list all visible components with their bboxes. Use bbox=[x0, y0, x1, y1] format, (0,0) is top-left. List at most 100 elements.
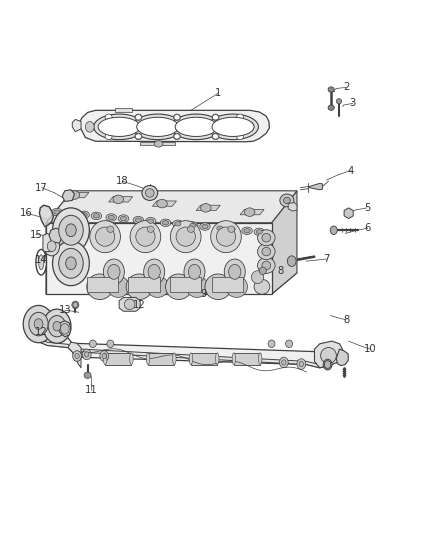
Ellipse shape bbox=[175, 222, 181, 226]
Ellipse shape bbox=[201, 204, 211, 212]
Polygon shape bbox=[109, 197, 133, 202]
Ellipse shape bbox=[262, 233, 271, 242]
Ellipse shape bbox=[244, 229, 250, 233]
Ellipse shape bbox=[299, 361, 304, 367]
Ellipse shape bbox=[63, 259, 84, 285]
Bar bbox=[128, 277, 160, 292]
Ellipse shape bbox=[113, 195, 124, 204]
Text: 5: 5 bbox=[364, 203, 370, 213]
Ellipse shape bbox=[81, 213, 87, 217]
Polygon shape bbox=[336, 349, 348, 366]
Text: 8: 8 bbox=[343, 315, 349, 325]
Ellipse shape bbox=[54, 210, 60, 214]
Ellipse shape bbox=[69, 191, 80, 199]
Ellipse shape bbox=[187, 222, 198, 229]
Ellipse shape bbox=[135, 218, 141, 222]
Ellipse shape bbox=[208, 114, 258, 140]
Ellipse shape bbox=[135, 115, 141, 120]
Ellipse shape bbox=[75, 353, 79, 359]
Ellipse shape bbox=[154, 141, 163, 147]
Ellipse shape bbox=[148, 264, 160, 279]
Text: 10: 10 bbox=[364, 344, 376, 354]
Text: 3: 3 bbox=[350, 99, 356, 108]
Ellipse shape bbox=[135, 133, 142, 140]
Ellipse shape bbox=[93, 214, 99, 218]
Ellipse shape bbox=[188, 264, 201, 279]
Polygon shape bbox=[119, 297, 140, 311]
Ellipse shape bbox=[258, 230, 275, 246]
Ellipse shape bbox=[107, 340, 114, 348]
Ellipse shape bbox=[212, 115, 219, 120]
Polygon shape bbox=[148, 353, 174, 365]
Ellipse shape bbox=[279, 357, 288, 368]
Ellipse shape bbox=[146, 353, 150, 365]
Ellipse shape bbox=[330, 226, 337, 235]
Ellipse shape bbox=[287, 256, 296, 266]
Ellipse shape bbox=[224, 259, 245, 285]
Ellipse shape bbox=[98, 117, 140, 136]
Ellipse shape bbox=[95, 227, 115, 246]
Ellipse shape bbox=[175, 117, 217, 136]
Ellipse shape bbox=[82, 349, 91, 360]
Ellipse shape bbox=[107, 276, 129, 297]
Ellipse shape bbox=[244, 208, 255, 216]
Ellipse shape bbox=[190, 223, 196, 228]
Bar bbox=[87, 277, 118, 292]
Ellipse shape bbox=[174, 115, 180, 120]
Polygon shape bbox=[309, 183, 322, 190]
Ellipse shape bbox=[184, 259, 205, 285]
Ellipse shape bbox=[44, 237, 60, 256]
Ellipse shape bbox=[229, 227, 235, 231]
Text: 6: 6 bbox=[365, 223, 371, 233]
Text: 8: 8 bbox=[277, 266, 283, 276]
Polygon shape bbox=[65, 192, 89, 198]
Ellipse shape bbox=[132, 114, 183, 140]
Ellipse shape bbox=[91, 212, 102, 220]
Ellipse shape bbox=[107, 226, 114, 232]
Ellipse shape bbox=[244, 122, 254, 132]
Text: 14: 14 bbox=[35, 255, 48, 265]
Ellipse shape bbox=[166, 274, 192, 300]
Text: 1: 1 bbox=[215, 88, 221, 98]
Ellipse shape bbox=[202, 224, 208, 229]
Polygon shape bbox=[234, 353, 260, 365]
Ellipse shape bbox=[103, 353, 107, 365]
Ellipse shape bbox=[258, 353, 262, 365]
Ellipse shape bbox=[145, 189, 154, 197]
Ellipse shape bbox=[39, 255, 44, 270]
Ellipse shape bbox=[186, 276, 208, 297]
Ellipse shape bbox=[205, 274, 231, 300]
Ellipse shape bbox=[200, 223, 210, 230]
Text: 16: 16 bbox=[20, 208, 33, 218]
Ellipse shape bbox=[84, 372, 91, 378]
Ellipse shape bbox=[262, 261, 271, 270]
Text: 2: 2 bbox=[343, 83, 349, 92]
Ellipse shape bbox=[29, 312, 48, 336]
Polygon shape bbox=[39, 205, 53, 227]
Ellipse shape bbox=[283, 197, 290, 204]
Ellipse shape bbox=[137, 117, 179, 136]
Ellipse shape bbox=[259, 267, 266, 274]
Ellipse shape bbox=[268, 340, 275, 348]
Ellipse shape bbox=[162, 221, 169, 225]
Ellipse shape bbox=[66, 211, 72, 215]
Ellipse shape bbox=[254, 228, 265, 236]
Ellipse shape bbox=[108, 264, 120, 279]
Ellipse shape bbox=[227, 225, 237, 233]
Ellipse shape bbox=[67, 264, 80, 279]
Ellipse shape bbox=[72, 301, 79, 309]
Ellipse shape bbox=[124, 299, 135, 310]
Text: 12: 12 bbox=[35, 327, 48, 336]
Ellipse shape bbox=[286, 340, 293, 348]
Ellipse shape bbox=[148, 219, 154, 223]
Ellipse shape bbox=[251, 271, 264, 284]
Bar bbox=[212, 277, 243, 292]
Ellipse shape bbox=[53, 321, 61, 331]
Ellipse shape bbox=[90, 221, 120, 253]
Polygon shape bbox=[325, 360, 331, 369]
Ellipse shape bbox=[53, 208, 89, 253]
Ellipse shape bbox=[173, 133, 180, 140]
Polygon shape bbox=[152, 201, 177, 206]
Ellipse shape bbox=[282, 360, 286, 365]
Ellipse shape bbox=[211, 221, 241, 253]
